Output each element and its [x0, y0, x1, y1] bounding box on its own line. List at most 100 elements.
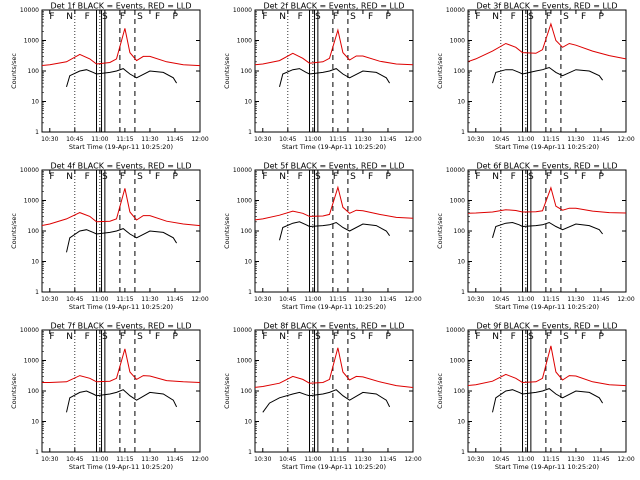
y-tick-label: 10000	[446, 167, 465, 174]
y-tick-label: 10000	[20, 327, 39, 334]
series-events-line	[66, 228, 178, 253]
y-tick-label: 10	[244, 259, 252, 266]
x-axis-label: Start Time (19-Apr-11 10:25:20)	[69, 463, 173, 471]
x-tick-label: 11:30	[354, 296, 371, 303]
data-layer	[255, 10, 413, 132]
data-layer	[255, 170, 413, 292]
x-tick-label: 11:00	[304, 456, 321, 463]
interval-marker: F	[49, 12, 54, 22]
panel-title: Det 6f BLACK = Events, RED = LLD	[476, 162, 617, 171]
x-tick-label: 11:15	[542, 296, 559, 303]
interval-marker: N	[492, 12, 499, 22]
x-axis-label: Start Time (19-Apr-11 10:25:20)	[69, 143, 173, 151]
interval-marker: F	[546, 172, 551, 182]
data-layer	[42, 10, 200, 132]
x-tick-label: 10:45	[66, 296, 83, 303]
interval-marker: F	[475, 12, 480, 22]
x-tick-label: 12:00	[191, 136, 208, 143]
x-axis-label: Start Time (19-Apr-11 10:25:20)	[495, 463, 599, 471]
interval-marker: F	[49, 172, 54, 182]
interval-marker: F	[262, 172, 267, 182]
y-axis-label: Counts/sec	[10, 213, 18, 249]
x-tick-label: 11:15	[329, 456, 346, 463]
interval-marker: F	[120, 12, 125, 22]
x-tick-label: 12:00	[191, 296, 208, 303]
x-tick-label: 10:45	[492, 456, 509, 463]
panel-title: Det 9f BLACK = Events, RED = LLD	[476, 322, 617, 331]
interval-marker: F	[475, 172, 480, 182]
x-tick-label: 12:00	[617, 296, 634, 303]
interval-marker: F	[511, 332, 516, 342]
x-tick-label: 12:00	[404, 456, 421, 463]
interval-marker: F	[333, 12, 338, 22]
y-tick-label: 1000	[450, 358, 465, 365]
x-axis-label: Start Time (19-Apr-11 10:25:20)	[495, 143, 599, 151]
y-tick-label: 1	[461, 449, 465, 456]
y-tick-label: 10	[244, 99, 252, 106]
y-axis-label: Counts/sec	[10, 373, 18, 409]
interval-marker: S	[102, 172, 108, 182]
interval-marker: F	[298, 172, 303, 182]
data-layer	[255, 330, 413, 452]
x-tick-label: 11:45	[166, 296, 183, 303]
panel-title: Det 3f BLACK = Events, RED = LLD	[476, 2, 617, 11]
y-tick-label: 100	[454, 388, 466, 395]
x-tick-label: 11:00	[517, 136, 534, 143]
interval-marker: S	[563, 172, 569, 182]
x-tick-label: 11:00	[304, 296, 321, 303]
interval-marker: F	[85, 332, 90, 342]
x-tick-label: 11:45	[379, 296, 396, 303]
panel-title: Det 5f BLACK = Events, RED = LLD	[263, 162, 404, 171]
interval-marker: F	[333, 172, 338, 182]
interval-marker: F	[85, 172, 90, 182]
y-tick-label: 1000	[237, 358, 252, 365]
interval-marker: P	[386, 12, 392, 22]
x-tick-label: 11:30	[141, 136, 158, 143]
interval-marker: F	[581, 332, 586, 342]
x-tick-label: 10:30	[467, 456, 484, 463]
interval-marker: F	[368, 12, 373, 22]
x-tick-label: 11:30	[567, 456, 584, 463]
interval-marker: F	[120, 332, 125, 342]
y-axis-label: Counts/sec	[436, 53, 444, 89]
plot-frame	[41, 169, 201, 293]
y-axis-label: Counts/sec	[10, 53, 18, 89]
series-events-line	[66, 389, 178, 413]
x-tick-label: 11:30	[354, 456, 371, 463]
interval-marker: S	[137, 332, 143, 342]
x-tick-label: 11:30	[567, 296, 584, 303]
x-tick-label: 11:45	[166, 456, 183, 463]
interval-marker: N	[279, 172, 286, 182]
y-tick-label: 10000	[233, 7, 252, 14]
data-layer	[468, 170, 626, 292]
interval-marker: N	[66, 172, 73, 182]
interval-marker: F	[155, 172, 160, 182]
y-axis-label: Counts/sec	[223, 53, 231, 89]
x-tick-label: 11:00	[91, 456, 108, 463]
y-tick-label: 10	[457, 419, 465, 426]
y-tick-label: 1	[248, 449, 252, 456]
x-axis-label: Start Time (19-Apr-11 10:25:20)	[69, 303, 173, 311]
plot-frame	[254, 169, 414, 293]
x-tick-label: 11:45	[592, 296, 609, 303]
series-lld-line	[468, 22, 626, 63]
y-tick-label: 10000	[233, 167, 252, 174]
interval-marker: P	[599, 332, 605, 342]
interval-marker: F	[475, 332, 480, 342]
x-tick-label: 10:30	[41, 456, 58, 463]
x-tick-label: 12:00	[617, 456, 634, 463]
interval-marker: N	[492, 332, 499, 342]
plot-frame	[467, 9, 627, 133]
x-tick-label: 10:45	[66, 136, 83, 143]
interval-marker: F	[581, 12, 586, 22]
interval-marker: S	[315, 172, 321, 182]
y-tick-label: 10	[31, 259, 39, 266]
plot-frame	[467, 329, 627, 453]
x-tick-label: 10:30	[254, 456, 271, 463]
y-tick-label: 1000	[24, 198, 39, 205]
